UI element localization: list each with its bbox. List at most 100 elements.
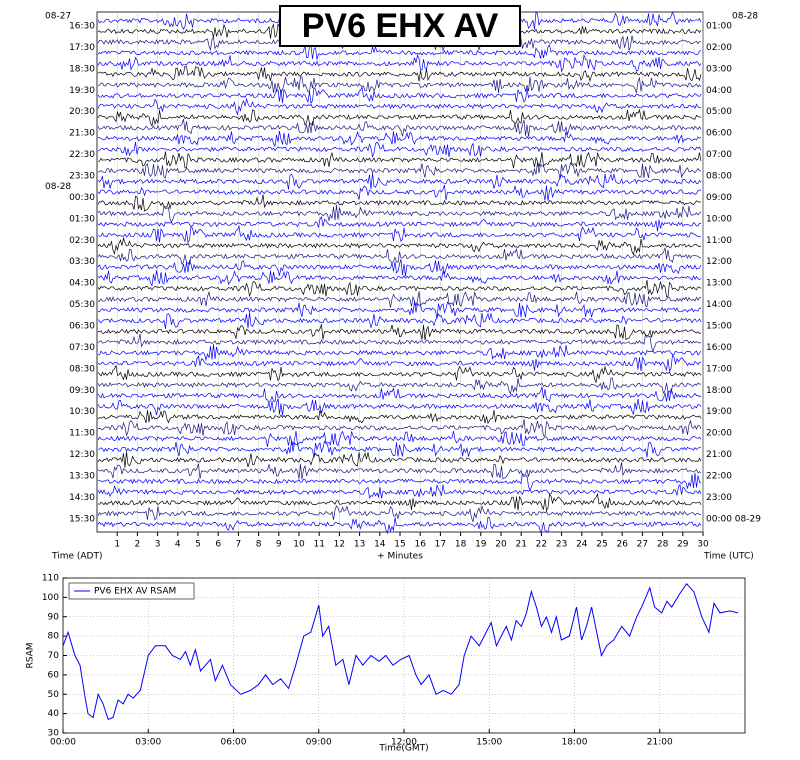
x-tick-label: 18:00 (562, 738, 588, 748)
seismic-trace (97, 462, 702, 480)
left-time-label: 15:30 (69, 514, 95, 524)
left-time-label: 23:30 (69, 172, 95, 182)
right-time-label: 19:00 (706, 407, 732, 417)
minute-tick-label: 27 (637, 540, 648, 550)
seismic-trace (98, 440, 702, 458)
rsam-line (62, 583, 739, 721)
seismic-trace (97, 386, 702, 404)
minute-tick-label: 21 (515, 540, 526, 550)
left-time-label: 02:30 (69, 236, 95, 246)
left-date-label: 08-28 (45, 182, 71, 192)
left-time-label: 04:30 (69, 279, 95, 289)
seismic-trace (97, 279, 702, 298)
left-time-label: 22:30 (69, 150, 95, 160)
minute-tick-label: 13 (354, 540, 365, 550)
y-tick-label: 50 (48, 690, 60, 700)
right-time-label: 11:00 (706, 236, 732, 246)
minute-tick-label: 12 (334, 540, 345, 550)
rsam-chart: 30 40 50 60 70 80 90 100 110 00:00 03:00 06:00 09:00… (26, 574, 746, 754)
left-time-label: 13:30 (69, 472, 95, 482)
left-time-label: 21:30 (69, 129, 95, 139)
right-time-label: 15:00 (706, 322, 732, 332)
right-time-label: 14:00 (706, 300, 732, 310)
right-time-label: 23:00 (706, 493, 732, 503)
seismic-trace (97, 364, 702, 384)
left-time-label: 03:30 (69, 257, 95, 267)
right-time-label: 07:00 (706, 150, 732, 160)
minute-tick-label: 2 (135, 540, 141, 550)
y-tick-label: 110 (42, 574, 59, 584)
x-tick-label: 00:00 (50, 738, 76, 748)
left-time-label: 19:30 (69, 86, 95, 96)
minute-tick-label: 16 (414, 540, 426, 550)
seismic-trace (97, 333, 702, 352)
seismic-trace (97, 118, 702, 137)
right-time-label: 08:00 (706, 172, 732, 182)
y-tick-label: 30 (48, 729, 60, 739)
title-box (279, 5, 521, 47)
seismic-trace (97, 419, 702, 437)
seismic-trace (97, 184, 702, 201)
left-time-label: 16:30 (69, 22, 95, 32)
minute-tick-label: 14 (374, 540, 386, 550)
right-time-label: 06:00 (706, 129, 732, 139)
seismic-trace (97, 224, 702, 244)
left-date-label: 08-27 (45, 12, 71, 22)
seismic-trace (97, 85, 702, 105)
seismic-trace (97, 398, 702, 416)
legend-box (68, 582, 195, 600)
left-time-label: 06:30 (69, 322, 95, 332)
left-time-label: 01:30 (69, 214, 95, 224)
seismic-trace (97, 270, 702, 287)
x-axis-label: Time(GMT) (378, 744, 428, 754)
x-tick-label: 15:00 (476, 738, 502, 748)
minute-tick-label: 7 (236, 540, 242, 550)
y-tick-label: 80 (48, 632, 60, 642)
y-tick-label: 70 (48, 651, 60, 661)
seismic-trace (97, 236, 702, 256)
minute-tick-label: 11 (313, 540, 324, 550)
left-time-label: 10:30 (69, 407, 95, 417)
seismic-trace (97, 312, 702, 329)
seismic-trace (97, 516, 702, 535)
seismic-trace (97, 472, 702, 492)
helicorder-title: PV6 EHX AV (302, 7, 499, 45)
right-time-label: 09:00 (706, 193, 732, 203)
left-time-label: 09:30 (69, 386, 95, 396)
minute-tick-label: 1 (114, 540, 120, 550)
minute-tick-label: 20 (495, 540, 507, 550)
right-time-label: 20:00 (706, 429, 732, 439)
right-time-label: 18:00 (706, 386, 732, 396)
minute-tick-label: 8 (256, 540, 262, 550)
minute-tick-label: 4 (175, 540, 181, 550)
seismic-trace (97, 53, 702, 73)
seismic-trace (97, 483, 702, 499)
left-time-label: 17:30 (69, 43, 95, 53)
left-time-label: 08:30 (69, 364, 95, 374)
plot-frame (62, 577, 746, 734)
seismic-trace (97, 194, 702, 212)
seismic-trace (97, 451, 702, 468)
right-time-label: 01:00 (706, 22, 732, 32)
left-time-label: 07:30 (69, 343, 95, 353)
legend-label: PV6 EHX AV RSAM (94, 587, 176, 597)
right-time-label: 02:00 (706, 43, 732, 53)
minute-tick-label: 6 (215, 540, 221, 550)
seismic-trace (97, 504, 702, 523)
left-time-label: 05:30 (69, 300, 95, 310)
minute-tick-label: 26 (616, 540, 628, 550)
minute-tick-label: 29 (677, 540, 689, 550)
left-time-label: 12:30 (69, 450, 95, 460)
seismic-trace (97, 259, 702, 277)
minute-tick-label: 23 (556, 540, 567, 550)
seismic-trace (97, 324, 702, 341)
x-tick-label: 21:00 (647, 738, 673, 748)
left-time-label: 00:30 (69, 193, 95, 203)
seismic-trace (97, 65, 702, 83)
seismic-trace (97, 354, 702, 373)
left-time-label: 18:30 (69, 64, 95, 74)
y-tick-label: 100 (42, 593, 59, 603)
minute-tick-label: 9 (276, 540, 282, 550)
seismic-trace (97, 97, 702, 116)
seismic-trace (97, 301, 702, 319)
